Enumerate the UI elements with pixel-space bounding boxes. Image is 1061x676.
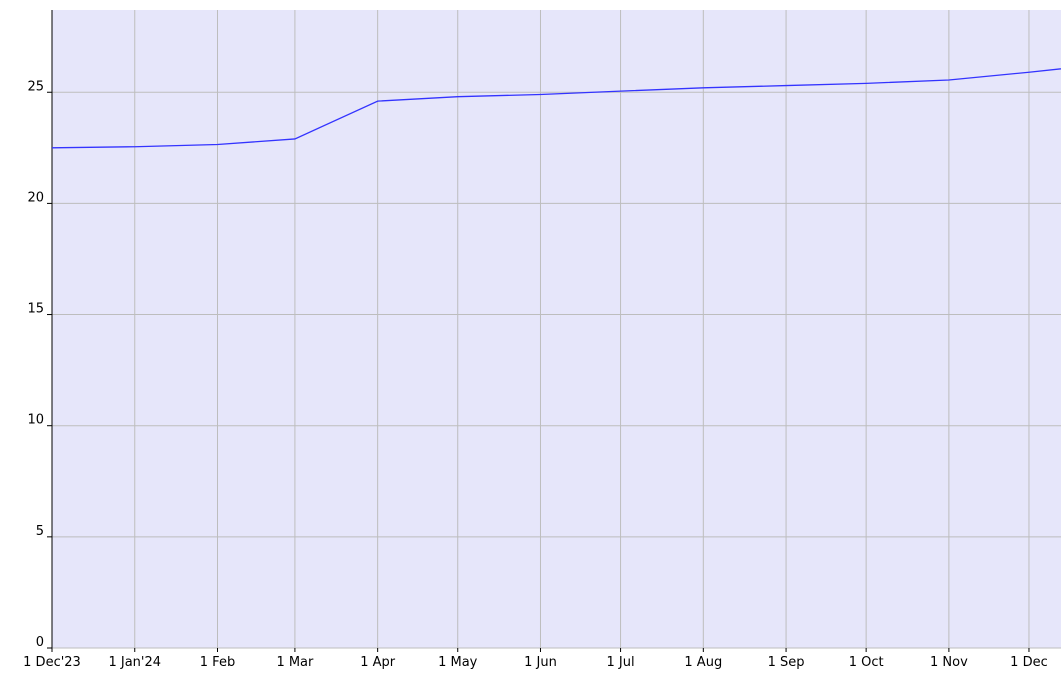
x-tick-label: 1 Jul [607, 655, 635, 670]
x-tick-label: 1 Jan'24 [108, 655, 161, 670]
x-tick-label: 1 Oct [849, 655, 884, 670]
y-tick-label: 15 [27, 302, 44, 317]
x-tick-label: 1 Aug [684, 655, 722, 670]
y-tick-label: 5 [36, 524, 44, 539]
line [52, 68, 1061, 149]
x-tick-label: 1 Nov [930, 655, 968, 670]
x-tick-label: 1 May [438, 655, 478, 670]
y-tick-label: 25 [27, 79, 44, 94]
y-tick-label: 0 [36, 635, 44, 650]
y-tick-label: 20 [27, 190, 44, 205]
x-tick-label: 1 Feb [200, 655, 235, 670]
x-tick-label: 1 Jun [524, 655, 557, 670]
x-tick-label: 1 Sep [768, 655, 805, 670]
x-tick-label: 1 Mar [276, 655, 314, 670]
x-tick-label: 1 Dec [1010, 655, 1048, 670]
plot-background [52, 10, 1061, 648]
x-tick-label: 1 Apr [360, 655, 396, 670]
x-tick-label: 1 Dec'23 [23, 655, 81, 670]
y-tick-label: 10 [27, 413, 44, 428]
